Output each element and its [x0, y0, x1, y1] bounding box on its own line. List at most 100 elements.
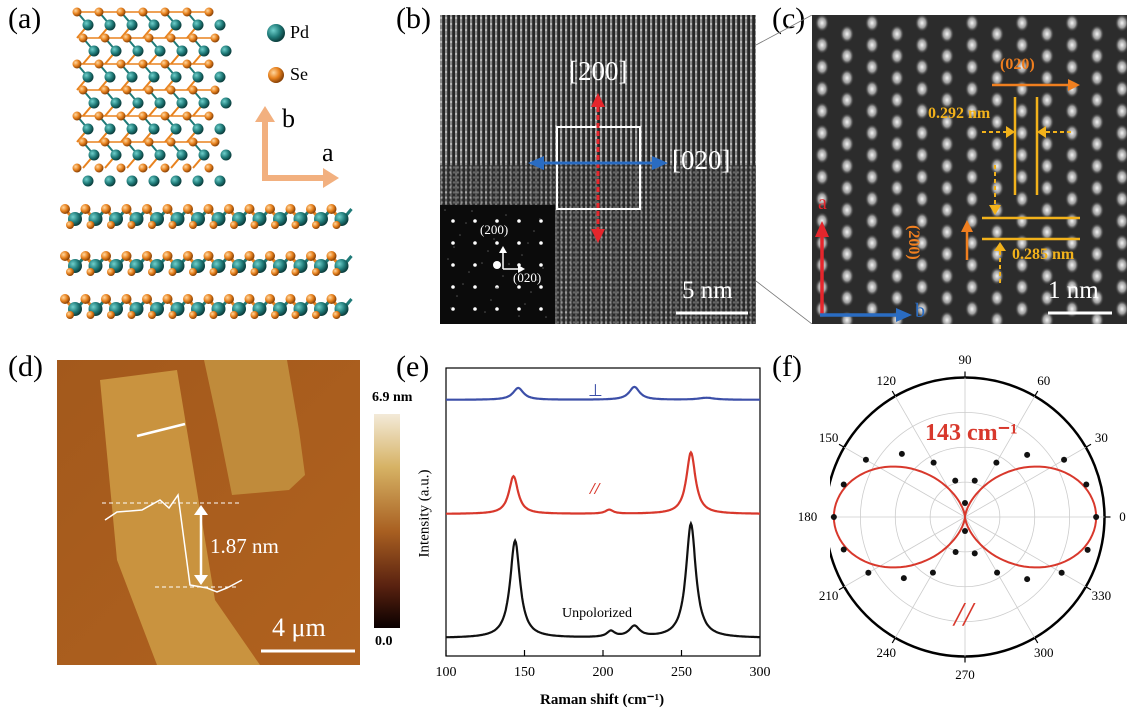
atom-column: [940, 311, 954, 324]
raman-series: [445, 385, 760, 639]
atom-column: [1115, 190, 1127, 208]
atom-column: [815, 168, 829, 186]
pd-atom: [198, 149, 210, 161]
pd-atom: [214, 19, 226, 31]
polar-spoke: [843, 516, 966, 588]
plane-020-label: (020): [1000, 56, 1035, 73]
pd-atom: [148, 71, 160, 83]
se-atom: [162, 251, 173, 261]
atom-column: [1090, 47, 1104, 65]
layer: [60, 294, 353, 319]
se-atom: [291, 311, 300, 319]
atom-column: [965, 190, 979, 208]
pd-atom: [104, 71, 116, 83]
atom-column: [915, 300, 929, 318]
polar-data-point: [1083, 481, 1090, 488]
axis-a-arrow-c: [815, 221, 829, 237]
polar-spoke: [894, 395, 966, 518]
fft-spot: [473, 241, 477, 245]
se-atom: [203, 251, 214, 261]
atom-column: [1090, 179, 1104, 197]
atom-column: [1115, 168, 1127, 186]
atom-column: [865, 278, 879, 296]
fft-spot: [517, 285, 521, 289]
raman-series-0: [446, 385, 760, 401]
se-atom: [138, 7, 148, 17]
polar-data-point: [993, 459, 1000, 466]
polar-data-point: [830, 514, 837, 520]
polar-tick: [838, 586, 845, 591]
crystal-structure-panel: [60, 7, 353, 319]
fft-label-020: (020): [513, 270, 542, 285]
polar-data-point: [862, 456, 869, 463]
se-atom: [60, 204, 70, 214]
plane-200-arrow: [961, 220, 973, 232]
polar-spoke: [964, 516, 1087, 588]
atom-column: [865, 168, 879, 186]
atom-column: [890, 69, 904, 87]
polar-data-point: [962, 527, 968, 534]
atom-column: [1040, 267, 1054, 285]
atom-column: [1015, 146, 1029, 164]
atom-column: [1115, 58, 1127, 76]
atom-column: [915, 36, 929, 54]
se-atom: [78, 33, 88, 43]
atom-column: [965, 102, 979, 120]
atom-column: [1115, 102, 1127, 120]
se-atom: [122, 85, 132, 95]
panel-label-d: (d): [8, 350, 43, 383]
pd-atom: [132, 149, 144, 161]
atom-column: [865, 102, 879, 120]
polar-tick: [1085, 586, 1092, 591]
axis-a-arrow: [323, 168, 339, 188]
fft-spot: [493, 261, 501, 269]
x-tick-label: 150: [514, 665, 535, 680]
se-atom: [101, 204, 111, 214]
atom-column: [865, 124, 879, 142]
atom-column: [1015, 102, 1029, 120]
atom-column: [940, 289, 954, 307]
atom-column: [915, 256, 929, 274]
atom-column: [990, 289, 1004, 307]
atom-column: [1040, 69, 1054, 87]
se-atom: [332, 268, 341, 276]
se-atom: [209, 221, 218, 229]
se-atom: [94, 111, 104, 121]
atom-column: [1090, 69, 1104, 87]
atom-column: [1115, 212, 1127, 230]
pd-atom: [82, 123, 94, 135]
fft-spot: [539, 307, 543, 311]
se-atom: [204, 59, 214, 69]
atom-column: [890, 289, 904, 307]
atom-column: [990, 179, 1004, 197]
pd-atom: [88, 149, 100, 161]
atom-column: [940, 135, 954, 153]
atom-column: [990, 91, 1004, 109]
x-tick-label: 300: [750, 665, 771, 680]
atom-column: [915, 15, 929, 32]
atom-column: [840, 267, 854, 285]
atom-column: [1115, 80, 1127, 98]
pd-atom: [132, 97, 144, 109]
se-atom: [188, 33, 198, 43]
polar-chart: [830, 371, 1111, 663]
pd-atom: [170, 175, 182, 187]
direction-020-arrow: [528, 156, 544, 170]
se-atom: [116, 59, 126, 69]
polar-data-point: [971, 477, 978, 484]
atom-column: [890, 245, 904, 263]
atom-column: [840, 157, 854, 175]
atom-column: [1115, 146, 1127, 164]
se-atom: [203, 204, 214, 214]
pd-atom: [192, 71, 204, 83]
atom-column: [965, 15, 979, 32]
se-atom: [127, 311, 136, 319]
atom-column: [1015, 80, 1029, 98]
atom-column: [990, 135, 1004, 153]
se-atom: [265, 294, 275, 304]
atom-column: [1065, 124, 1079, 142]
layer: [60, 251, 353, 276]
polar-angle-label: 60: [1037, 372, 1051, 388]
atom-column: [915, 80, 929, 98]
atom-column: [865, 36, 879, 54]
